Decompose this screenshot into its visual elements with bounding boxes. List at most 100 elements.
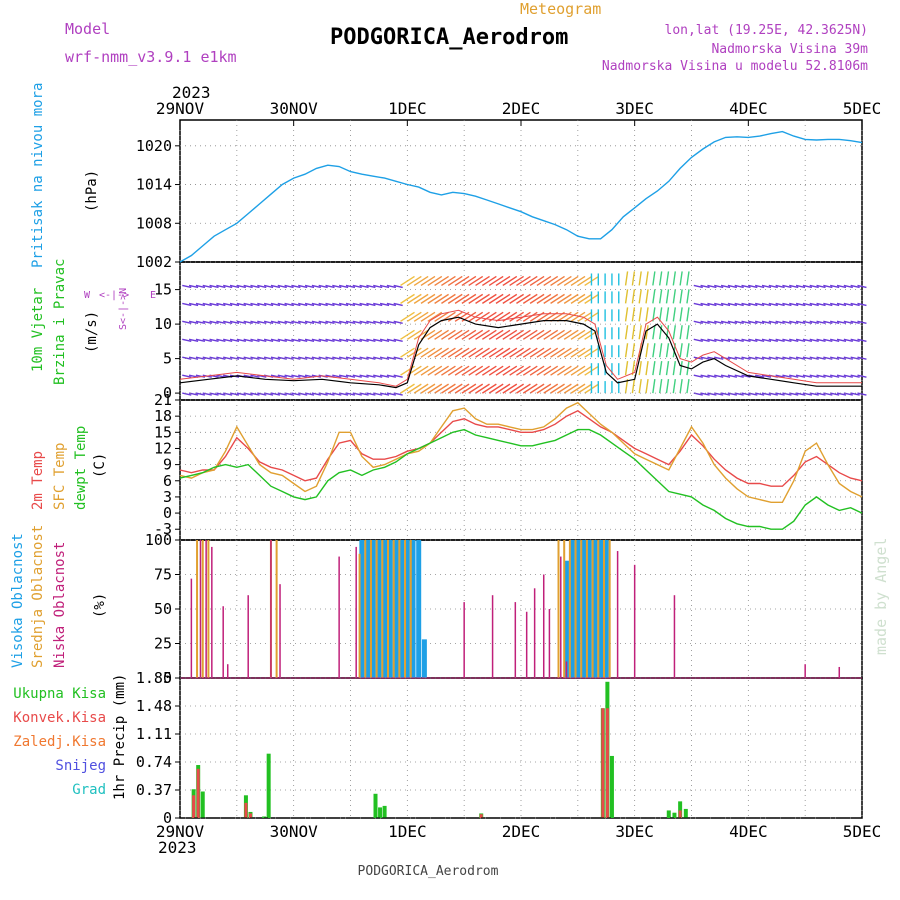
wind-barb [318, 356, 328, 360]
wind-barb [714, 302, 724, 307]
wind-barb [823, 338, 833, 342]
wind-barb [522, 275, 538, 287]
wind-barb [209, 302, 219, 307]
wind-barb [325, 320, 335, 325]
wind-barb [570, 293, 586, 304]
wind-barb [624, 271, 629, 286]
wind-barb [707, 302, 717, 307]
y-tick-label: 1008 [136, 214, 172, 232]
cloud-bar [404, 540, 410, 678]
cloud-bar [563, 560, 569, 678]
cloud-bar [673, 595, 676, 678]
wind-barb [393, 302, 403, 307]
wind-barb [447, 293, 463, 304]
wind-barb [223, 392, 233, 396]
wind-barb [700, 302, 710, 307]
wind-barb [665, 325, 670, 340]
wind-barb [427, 311, 443, 322]
wind-barb [802, 392, 813, 396]
wind-barb [338, 302, 349, 307]
wind-barb [755, 392, 765, 396]
precip-bar [609, 755, 614, 818]
wind-barb [522, 347, 538, 358]
y-tick-label: 15 [154, 281, 172, 299]
wind-barb [843, 374, 853, 378]
wind-barb [509, 311, 525, 322]
wind-barb [243, 302, 253, 307]
wind-barb [182, 356, 192, 360]
wind-barb [338, 356, 349, 360]
wind-barb [475, 329, 490, 340]
cloud-bar [542, 574, 545, 678]
wind-barb [789, 320, 799, 325]
wind-barb [509, 365, 525, 376]
wind-barb [857, 284, 867, 289]
wind-barb [263, 356, 274, 360]
cloud-bar [591, 540, 594, 678]
wind-barb [379, 338, 390, 342]
wind-barb [373, 338, 383, 342]
cloud-bar [598, 540, 604, 678]
y-tick-label: 3 [163, 488, 172, 506]
wind-barb [250, 284, 260, 289]
time-label-bottom: 3DEC [615, 822, 654, 841]
cloud-bar [275, 540, 278, 678]
wind-barb [277, 320, 287, 325]
wind-barb [406, 329, 422, 340]
model-elevation-label: Nadmorska Visina u modelu 52.8106m [602, 59, 868, 74]
y-tick-label: 50 [154, 600, 172, 618]
wind-barb [495, 365, 511, 376]
wind-barb [795, 392, 806, 396]
wind-barb [250, 356, 260, 360]
wind-barb [755, 356, 765, 360]
wind-barb [543, 347, 559, 358]
wind-barb [468, 347, 484, 358]
wind-barb [284, 284, 294, 289]
wind-barb [393, 374, 403, 378]
wind-barb [707, 374, 717, 378]
wind-barb [202, 392, 212, 396]
wind-barb [352, 302, 362, 307]
cloud-bar [557, 540, 560, 678]
wind-barb [216, 392, 226, 396]
wind-barb [400, 383, 415, 394]
wind-barb [209, 392, 219, 396]
wind-barb [427, 329, 443, 340]
cloud-bar [491, 595, 494, 678]
wind-barb [672, 271, 677, 286]
wind-barb [475, 347, 490, 358]
wind-barb [516, 365, 531, 376]
cloud-bar [196, 540, 199, 678]
wind-barb [338, 374, 349, 378]
cloud-bar [565, 661, 568, 678]
wind-barb [488, 383, 504, 394]
wind-barb [202, 284, 212, 289]
grid-lines [179, 120, 863, 818]
wind-barb [481, 275, 497, 287]
wind-barb [441, 275, 456, 287]
time-label-bottom: 2DEC [502, 822, 541, 841]
cloud-bar [393, 540, 399, 678]
wind-barb [291, 338, 301, 342]
wind-barb [413, 311, 429, 322]
wind-barb [652, 343, 656, 358]
wind-barb [700, 392, 710, 396]
wind-barb [850, 320, 860, 325]
wind-barb [345, 374, 356, 378]
wind-barb [665, 271, 670, 286]
wind-barb [816, 338, 826, 342]
wind-barb [236, 284, 246, 289]
wind-barb [645, 379, 649, 394]
wind-barb [755, 302, 765, 307]
y-tick-label: 10 [154, 315, 172, 333]
wind-barb [298, 374, 308, 378]
wind-barb [570, 383, 586, 394]
wind-barb [236, 392, 246, 396]
wind-barb [461, 365, 477, 376]
cloud-bar [569, 540, 575, 678]
wind-barb [700, 284, 710, 289]
wind-ylabel-2: Brzina i Pravac [52, 259, 68, 385]
wind-barb [624, 289, 629, 304]
wind-barb [413, 293, 429, 304]
wind-barb [509, 275, 525, 287]
